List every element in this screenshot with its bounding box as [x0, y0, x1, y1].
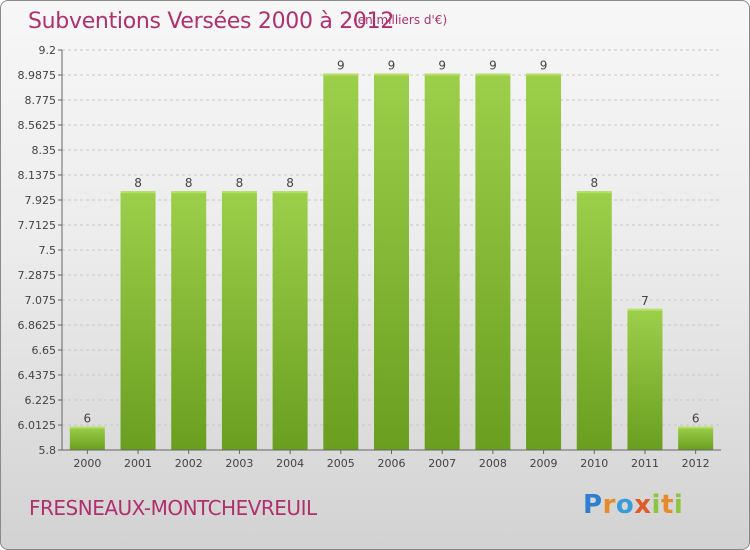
bar-2002: [171, 191, 207, 451]
x-tick-label: 2007: [428, 457, 456, 470]
x-tick-label: 2010: [580, 457, 608, 470]
bar-highlight: [374, 73, 409, 76]
bar-highlight: [323, 73, 359, 76]
y-tick-label: 7.5: [39, 244, 57, 257]
data-label: 6: [692, 411, 700, 425]
bar-2001: [120, 191, 156, 451]
bar-highlight: [475, 73, 511, 76]
x-tick-label: 2012: [682, 457, 710, 470]
y-tick-label: 7.2875: [18, 269, 57, 282]
bar-highlight: [627, 308, 663, 311]
bar-highlight: [272, 191, 308, 194]
data-label: 9: [540, 59, 548, 73]
bar-highlight: [424, 73, 460, 76]
bar-highlight: [678, 426, 714, 429]
bar-highlight: [576, 191, 612, 194]
x-tick-label: 2003: [225, 457, 253, 470]
x-tick-label: 2000: [73, 457, 101, 470]
y-tick-label: 6.65: [32, 344, 57, 357]
y-tick-label: 8.9875: [18, 69, 57, 82]
x-tick-label: 2011: [631, 457, 659, 470]
y-tick-label: 7.925: [25, 194, 57, 207]
data-label: 9: [388, 59, 396, 73]
bar-2007: [424, 73, 460, 450]
bar-2006: [374, 73, 409, 450]
bar-highlight: [526, 73, 562, 76]
x-tick-label: 2009: [530, 457, 558, 470]
x-tick-label: 2001: [124, 457, 152, 470]
y-tick-label: 8.1375: [18, 169, 57, 182]
data-label: 9: [489, 59, 497, 73]
y-tick-label: 6.225: [25, 394, 57, 407]
y-tick-label: 6.4375: [18, 369, 57, 382]
bar-highlight: [171, 191, 207, 194]
bar-2005: [323, 73, 359, 450]
unit-note: (en milliers d'€): [353, 13, 448, 27]
bars: 6 8 8 8 8 9 9 9 9 9 8 7 6: [69, 59, 714, 451]
bar-2008: [475, 73, 511, 450]
y-tick-label: 7.075: [25, 294, 57, 307]
bar-2009: [526, 73, 562, 450]
place-name: FRESNEAUX-MONTCHEVREUIL: [29, 496, 317, 520]
y-tick-label: 7.7125: [18, 219, 57, 232]
bar-2000: [69, 426, 105, 450]
bar-2011: [627, 308, 663, 450]
x-tick-label: 2004: [276, 457, 304, 470]
bar-highlight: [221, 191, 257, 194]
axes: 9.2 8.9875 8.775 8.5625 8.35 8.1375 7.925 7.712…: [18, 44, 721, 470]
chart-title: Subventions Versées 2000 à 2012: [28, 9, 395, 34]
x-tick-label: 2006: [378, 457, 406, 470]
bar-highlight: [69, 426, 105, 429]
y-tick-label: 6.8625: [18, 319, 57, 332]
bar-2010: [576, 191, 612, 451]
data-label: 7: [641, 294, 649, 308]
y-tick-label: 8.775: [25, 94, 57, 107]
bar-2012: [678, 426, 714, 450]
bar-highlight: [120, 191, 156, 194]
data-label: 9: [438, 59, 446, 73]
x-tick-label: 2005: [327, 457, 355, 470]
y-tick-label: 8.35: [32, 144, 57, 157]
y-tick-label: 6.0125: [18, 419, 57, 432]
data-label: 9: [337, 59, 345, 73]
data-label: 8: [134, 176, 142, 190]
data-label: 8: [286, 176, 294, 190]
y-tick-label: 9.2: [39, 44, 57, 57]
data-label: 8: [590, 176, 598, 190]
data-label: 6: [84, 411, 92, 425]
bar-2003: [221, 191, 257, 451]
y-tick-label: 8.5625: [18, 119, 57, 132]
proxiti-logo: Proxiti: [583, 490, 684, 520]
x-tick-label: 2002: [175, 457, 203, 470]
y-tick-label: 5.8: [39, 444, 57, 457]
x-tick-label: 2008: [479, 457, 507, 470]
data-label: 8: [236, 176, 244, 190]
bar-2004: [272, 191, 308, 451]
data-label: 8: [185, 176, 193, 190]
